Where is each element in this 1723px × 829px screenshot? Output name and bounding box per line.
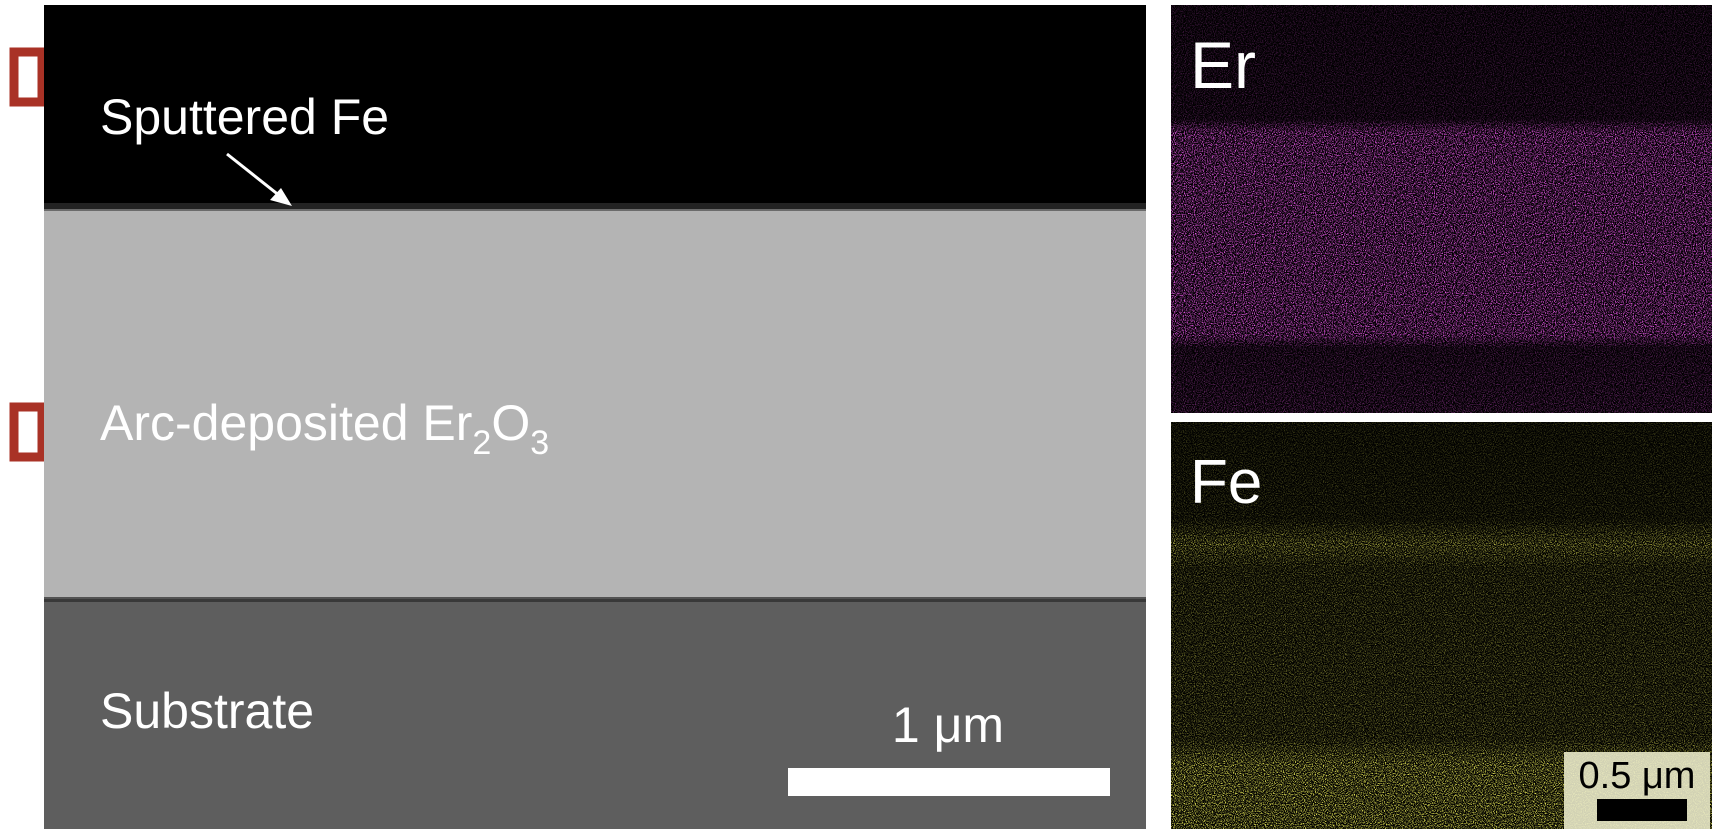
layer-label: Sputtered Fe — [100, 89, 389, 145]
bullet — [14, 407, 42, 457]
layer-label: Substrate — [100, 683, 314, 739]
label-sub: 2 — [472, 424, 491, 462]
map-label: Er — [1190, 28, 1256, 102]
scale-label: 0.5 μm — [1579, 755, 1696, 797]
map-label: Fe — [1190, 448, 1262, 517]
scale-label: 1 μm — [892, 697, 1004, 753]
page: Sputtered Fe Arc-deposited Er2O3 Substra… — [0, 0, 1723, 829]
scale-bar — [1597, 799, 1687, 821]
sem-image: Sputtered Fe Arc-deposited Er2O3 Substra… — [44, 5, 1146, 829]
fe-map: Fe 0.5 μm — [1171, 422, 1712, 829]
figure: Sputtered Fe Arc-deposited Er2O3 Substra… — [0, 0, 1723, 829]
label-sub: 3 — [530, 424, 549, 462]
bullet — [14, 52, 42, 102]
er-map: Er — [1171, 5, 1712, 413]
scale-bar — [788, 768, 1110, 796]
label-part: Arc-deposited Er — [100, 395, 472, 451]
label-part: O — [491, 395, 530, 451]
